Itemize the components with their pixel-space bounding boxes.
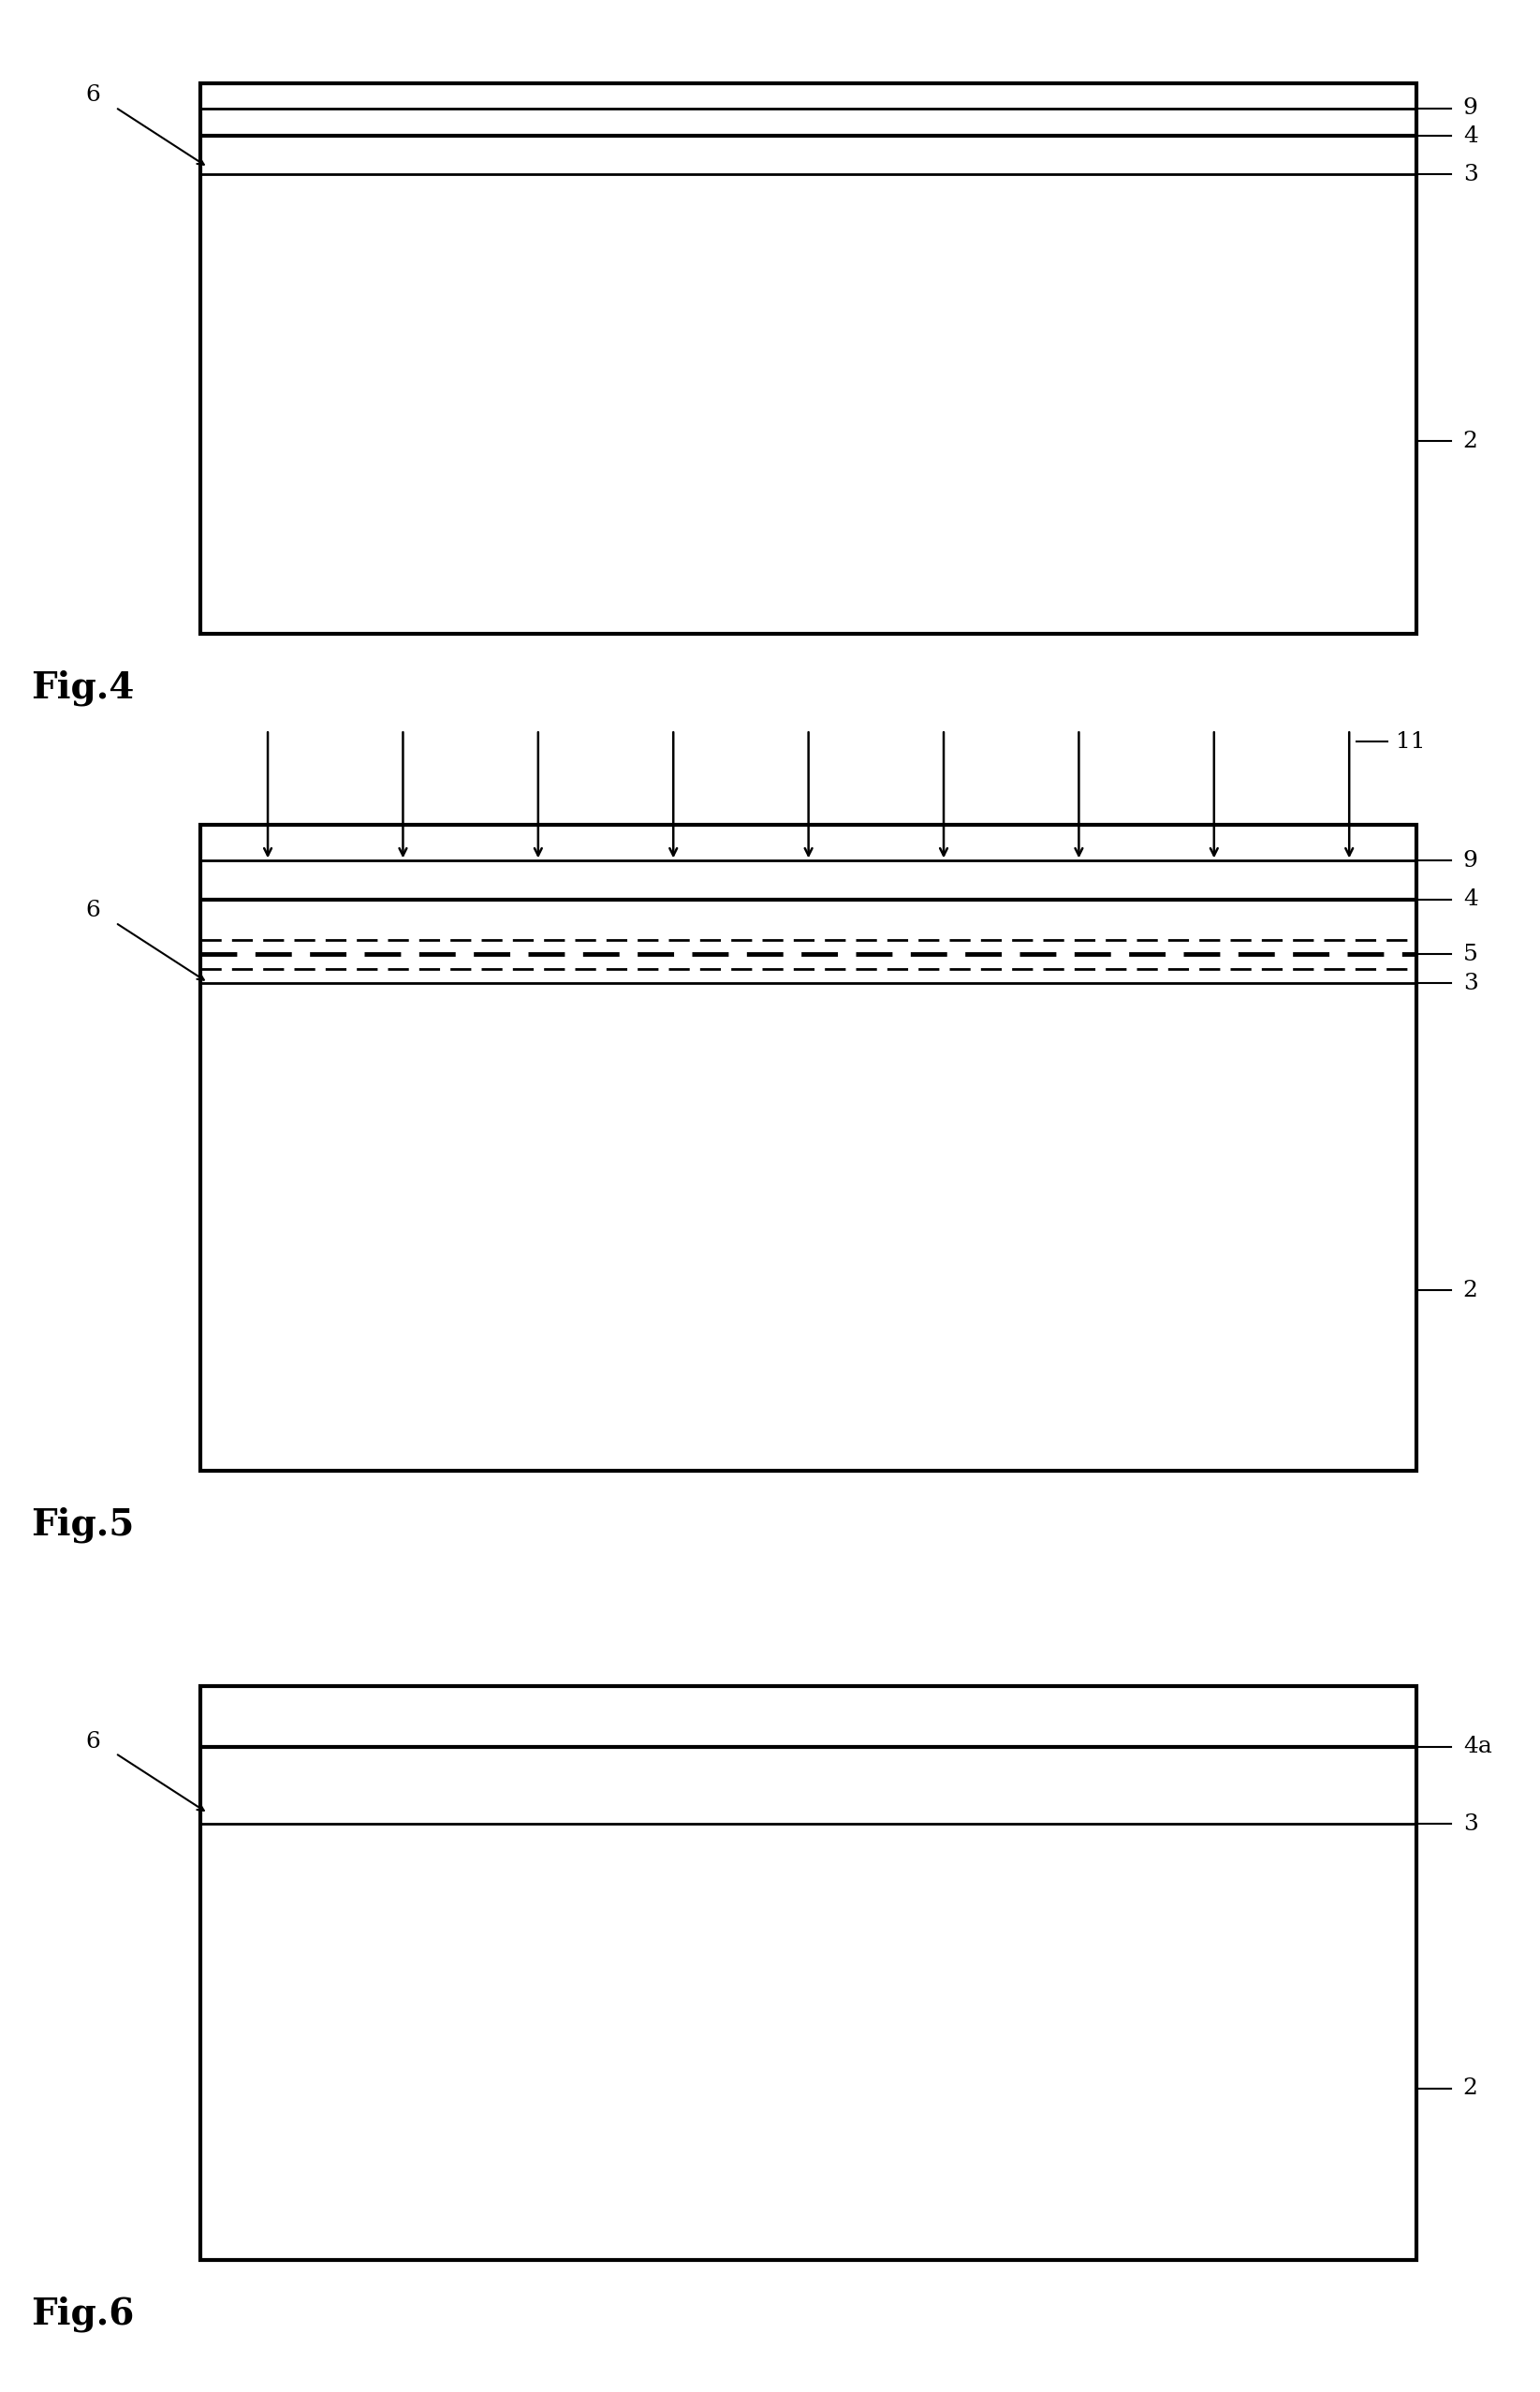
Bar bbox=[200, 1686, 1417, 2260]
Text: 4: 4 bbox=[1463, 124, 1478, 146]
Text: 9: 9 bbox=[1463, 98, 1478, 120]
Text: 4a: 4a bbox=[1463, 1737, 1492, 1758]
Text: Fig.6: Fig.6 bbox=[31, 2296, 134, 2332]
Text: 3: 3 bbox=[1463, 1813, 1478, 1835]
Text: 3: 3 bbox=[1463, 974, 1478, 995]
Text: 9: 9 bbox=[1463, 849, 1478, 871]
Text: 2: 2 bbox=[1463, 431, 1478, 452]
Text: 6: 6 bbox=[85, 84, 100, 105]
Text: Fig.4: Fig.4 bbox=[31, 670, 134, 706]
Text: 11: 11 bbox=[1395, 730, 1425, 753]
Text: 2: 2 bbox=[1463, 1280, 1478, 1301]
Text: 4: 4 bbox=[1463, 890, 1478, 911]
Bar bbox=[200, 825, 1417, 1471]
Text: 5: 5 bbox=[1463, 942, 1478, 966]
Text: 3: 3 bbox=[1463, 163, 1478, 184]
Text: 6: 6 bbox=[85, 1729, 100, 1753]
Bar bbox=[200, 84, 1417, 634]
Text: 6: 6 bbox=[85, 899, 100, 921]
Text: Fig.5: Fig.5 bbox=[31, 1507, 134, 1543]
Text: 2: 2 bbox=[1463, 2076, 1478, 2100]
